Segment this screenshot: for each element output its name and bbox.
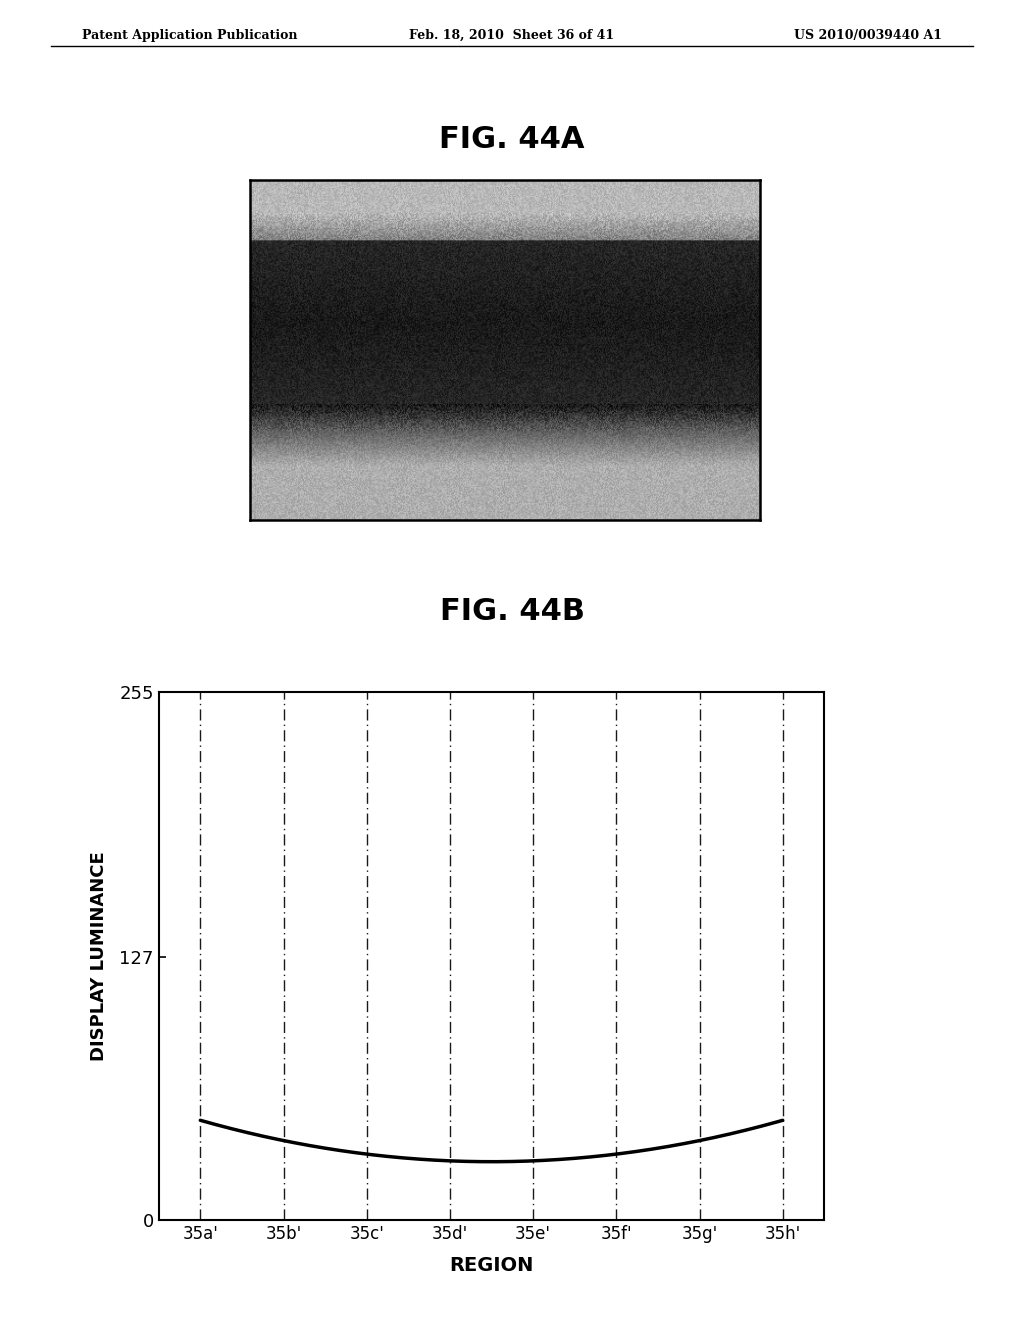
X-axis label: REGION: REGION <box>450 1257 534 1275</box>
Y-axis label: DISPLAY LUMINANCE: DISPLAY LUMINANCE <box>90 851 109 1060</box>
Text: US 2010/0039440 A1: US 2010/0039440 A1 <box>794 29 942 42</box>
Text: Feb. 18, 2010  Sheet 36 of 41: Feb. 18, 2010 Sheet 36 of 41 <box>410 29 614 42</box>
Text: Patent Application Publication: Patent Application Publication <box>82 29 297 42</box>
Text: FIG. 44A: FIG. 44A <box>439 125 585 154</box>
Text: FIG. 44B: FIG. 44B <box>439 597 585 626</box>
